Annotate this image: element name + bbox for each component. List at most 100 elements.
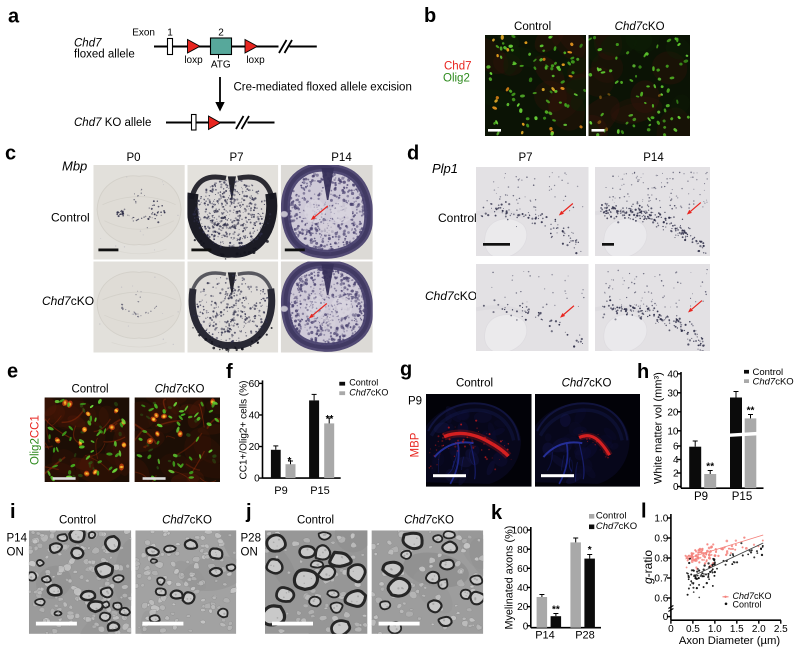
svg-text:Control: Control <box>438 211 477 225</box>
svg-text:60: 60 <box>517 564 529 575</box>
svg-text:P7: P7 <box>518 152 532 164</box>
svg-text:0: 0 <box>668 624 674 635</box>
svg-text:20: 20 <box>249 442 261 453</box>
svg-text:Chd7cKO: Chd7cKO <box>615 21 665 33</box>
svg-text:Chd7cKO: Chd7cKO <box>162 515 212 527</box>
svg-text:10: 10 <box>667 426 679 437</box>
svg-text:h: h <box>637 361 649 383</box>
svg-text:loxp: loxp <box>184 55 203 66</box>
svg-text:Chd7cKO: Chd7cKO <box>404 515 454 527</box>
svg-text:20: 20 <box>667 407 679 418</box>
svg-text:2: 2 <box>673 469 679 480</box>
svg-text:0.9: 0.9 <box>654 534 668 545</box>
svg-text:loxp: loxp <box>246 55 265 66</box>
svg-text:Chd7 KO allele: Chd7 KO allele <box>74 117 151 129</box>
svg-text:Axon Diameter (µm): Axon Diameter (µm) <box>679 635 781 647</box>
svg-text:l: l <box>641 501 647 523</box>
svg-text:P9: P9 <box>694 491 708 503</box>
svg-text:Control: Control <box>733 599 762 609</box>
svg-text:f: f <box>226 361 233 383</box>
svg-text:MBP: MBP <box>410 432 422 457</box>
svg-text:P14: P14 <box>535 629 555 641</box>
svg-text:1.0: 1.0 <box>708 624 722 635</box>
svg-text:g-ratio: g-ratio <box>641 550 655 584</box>
svg-text:Chd7cKO: Chd7cKO <box>349 388 388 398</box>
svg-text:Chd7cKO: Chd7cKO <box>596 521 637 532</box>
svg-text:6: 6 <box>673 442 679 453</box>
svg-text:Chd7: Chd7 <box>74 38 102 50</box>
svg-text:Control: Control <box>753 367 784 378</box>
svg-text:Olig2CC1: Olig2CC1 <box>30 415 42 465</box>
svg-text:40: 40 <box>667 369 679 380</box>
svg-text:i: i <box>10 501 16 523</box>
svg-text:P7: P7 <box>229 152 243 164</box>
svg-text:1.0: 1.0 <box>654 514 668 525</box>
svg-text:ATG: ATG <box>211 60 231 71</box>
svg-text:2.0: 2.0 <box>752 624 766 635</box>
svg-text:0: 0 <box>673 482 679 493</box>
svg-text:Chd7cKO: Chd7cKO <box>562 378 612 390</box>
svg-text:100: 100 <box>512 526 529 537</box>
svg-text:40: 40 <box>517 583 529 594</box>
svg-text:0.8: 0.8 <box>654 554 668 565</box>
svg-text:b: b <box>424 5 436 27</box>
svg-text:c: c <box>5 143 16 165</box>
svg-text:60: 60 <box>249 379 261 390</box>
svg-text:*: * <box>588 545 592 556</box>
svg-text:30: 30 <box>667 388 679 399</box>
svg-text:0: 0 <box>254 474 260 485</box>
svg-text:P9: P9 <box>274 485 287 497</box>
svg-text:d: d <box>407 143 419 165</box>
svg-text:P15: P15 <box>310 485 330 497</box>
svg-text:Control: Control <box>514 21 551 33</box>
svg-text:P0: P0 <box>126 152 140 164</box>
svg-text:Myelinated axons (%): Myelinated axons (%) <box>504 526 516 630</box>
svg-text:Exon: Exon <box>132 28 155 39</box>
svg-text:Control: Control <box>59 515 96 527</box>
svg-text:**: ** <box>326 414 334 425</box>
svg-text:**: ** <box>706 461 714 472</box>
svg-text:0.5: 0.5 <box>686 624 700 635</box>
svg-text:*: * <box>288 456 292 467</box>
svg-text:e: e <box>7 361 18 383</box>
svg-text:Control: Control <box>297 515 334 527</box>
svg-text:**: ** <box>747 405 755 416</box>
svg-text:P14: P14 <box>643 152 664 164</box>
svg-text:P15: P15 <box>732 491 752 503</box>
svg-text:Chd7cKO: Chd7cKO <box>42 294 94 308</box>
svg-text:CC1+/Olig2+ cells (%): CC1+/Olig2+ cells (%) <box>239 381 250 480</box>
svg-text:Cre-mediated floxed allele exc: Cre-mediated floxed allele excision <box>234 82 412 94</box>
svg-text:a: a <box>8 6 20 28</box>
svg-text:Olig2: Olig2 <box>443 73 470 85</box>
svg-text:Chd7: Chd7 <box>444 61 472 73</box>
svg-text:40: 40 <box>249 411 261 422</box>
svg-text:Control: Control <box>456 378 493 390</box>
svg-text:ON: ON <box>241 547 258 559</box>
svg-text:2.5: 2.5 <box>774 624 788 635</box>
svg-text:Chd7cKO: Chd7cKO <box>733 591 772 601</box>
svg-text:Control: Control <box>349 378 378 388</box>
svg-text:Control: Control <box>596 510 627 521</box>
svg-text:P14: P14 <box>331 152 352 164</box>
svg-text:P28: P28 <box>575 629 595 641</box>
svg-text:4: 4 <box>673 455 679 466</box>
svg-text:Mbp: Mbp <box>62 159 87 174</box>
svg-text:**: ** <box>552 605 560 616</box>
svg-text:Control: Control <box>51 211 90 225</box>
svg-text:0.6: 0.6 <box>654 594 668 605</box>
svg-text:2: 2 <box>218 28 224 39</box>
svg-text:P28: P28 <box>241 533 261 545</box>
svg-text:ON: ON <box>7 547 24 559</box>
svg-text:White matter vol (mm³): White matter vol (mm³) <box>653 372 665 484</box>
svg-text:1: 1 <box>167 28 173 39</box>
svg-text:80: 80 <box>517 545 529 556</box>
svg-text:k: k <box>491 502 503 524</box>
svg-text:j: j <box>245 501 252 523</box>
svg-text:floxed allele: floxed allele <box>74 49 135 61</box>
svg-text:0: 0 <box>663 612 669 623</box>
svg-text:20: 20 <box>517 602 529 613</box>
svg-text:Control: Control <box>71 384 108 396</box>
svg-text:P14: P14 <box>7 533 28 545</box>
svg-text:0.7: 0.7 <box>654 574 668 585</box>
svg-text:Chd7cKO: Chd7cKO <box>425 289 477 303</box>
